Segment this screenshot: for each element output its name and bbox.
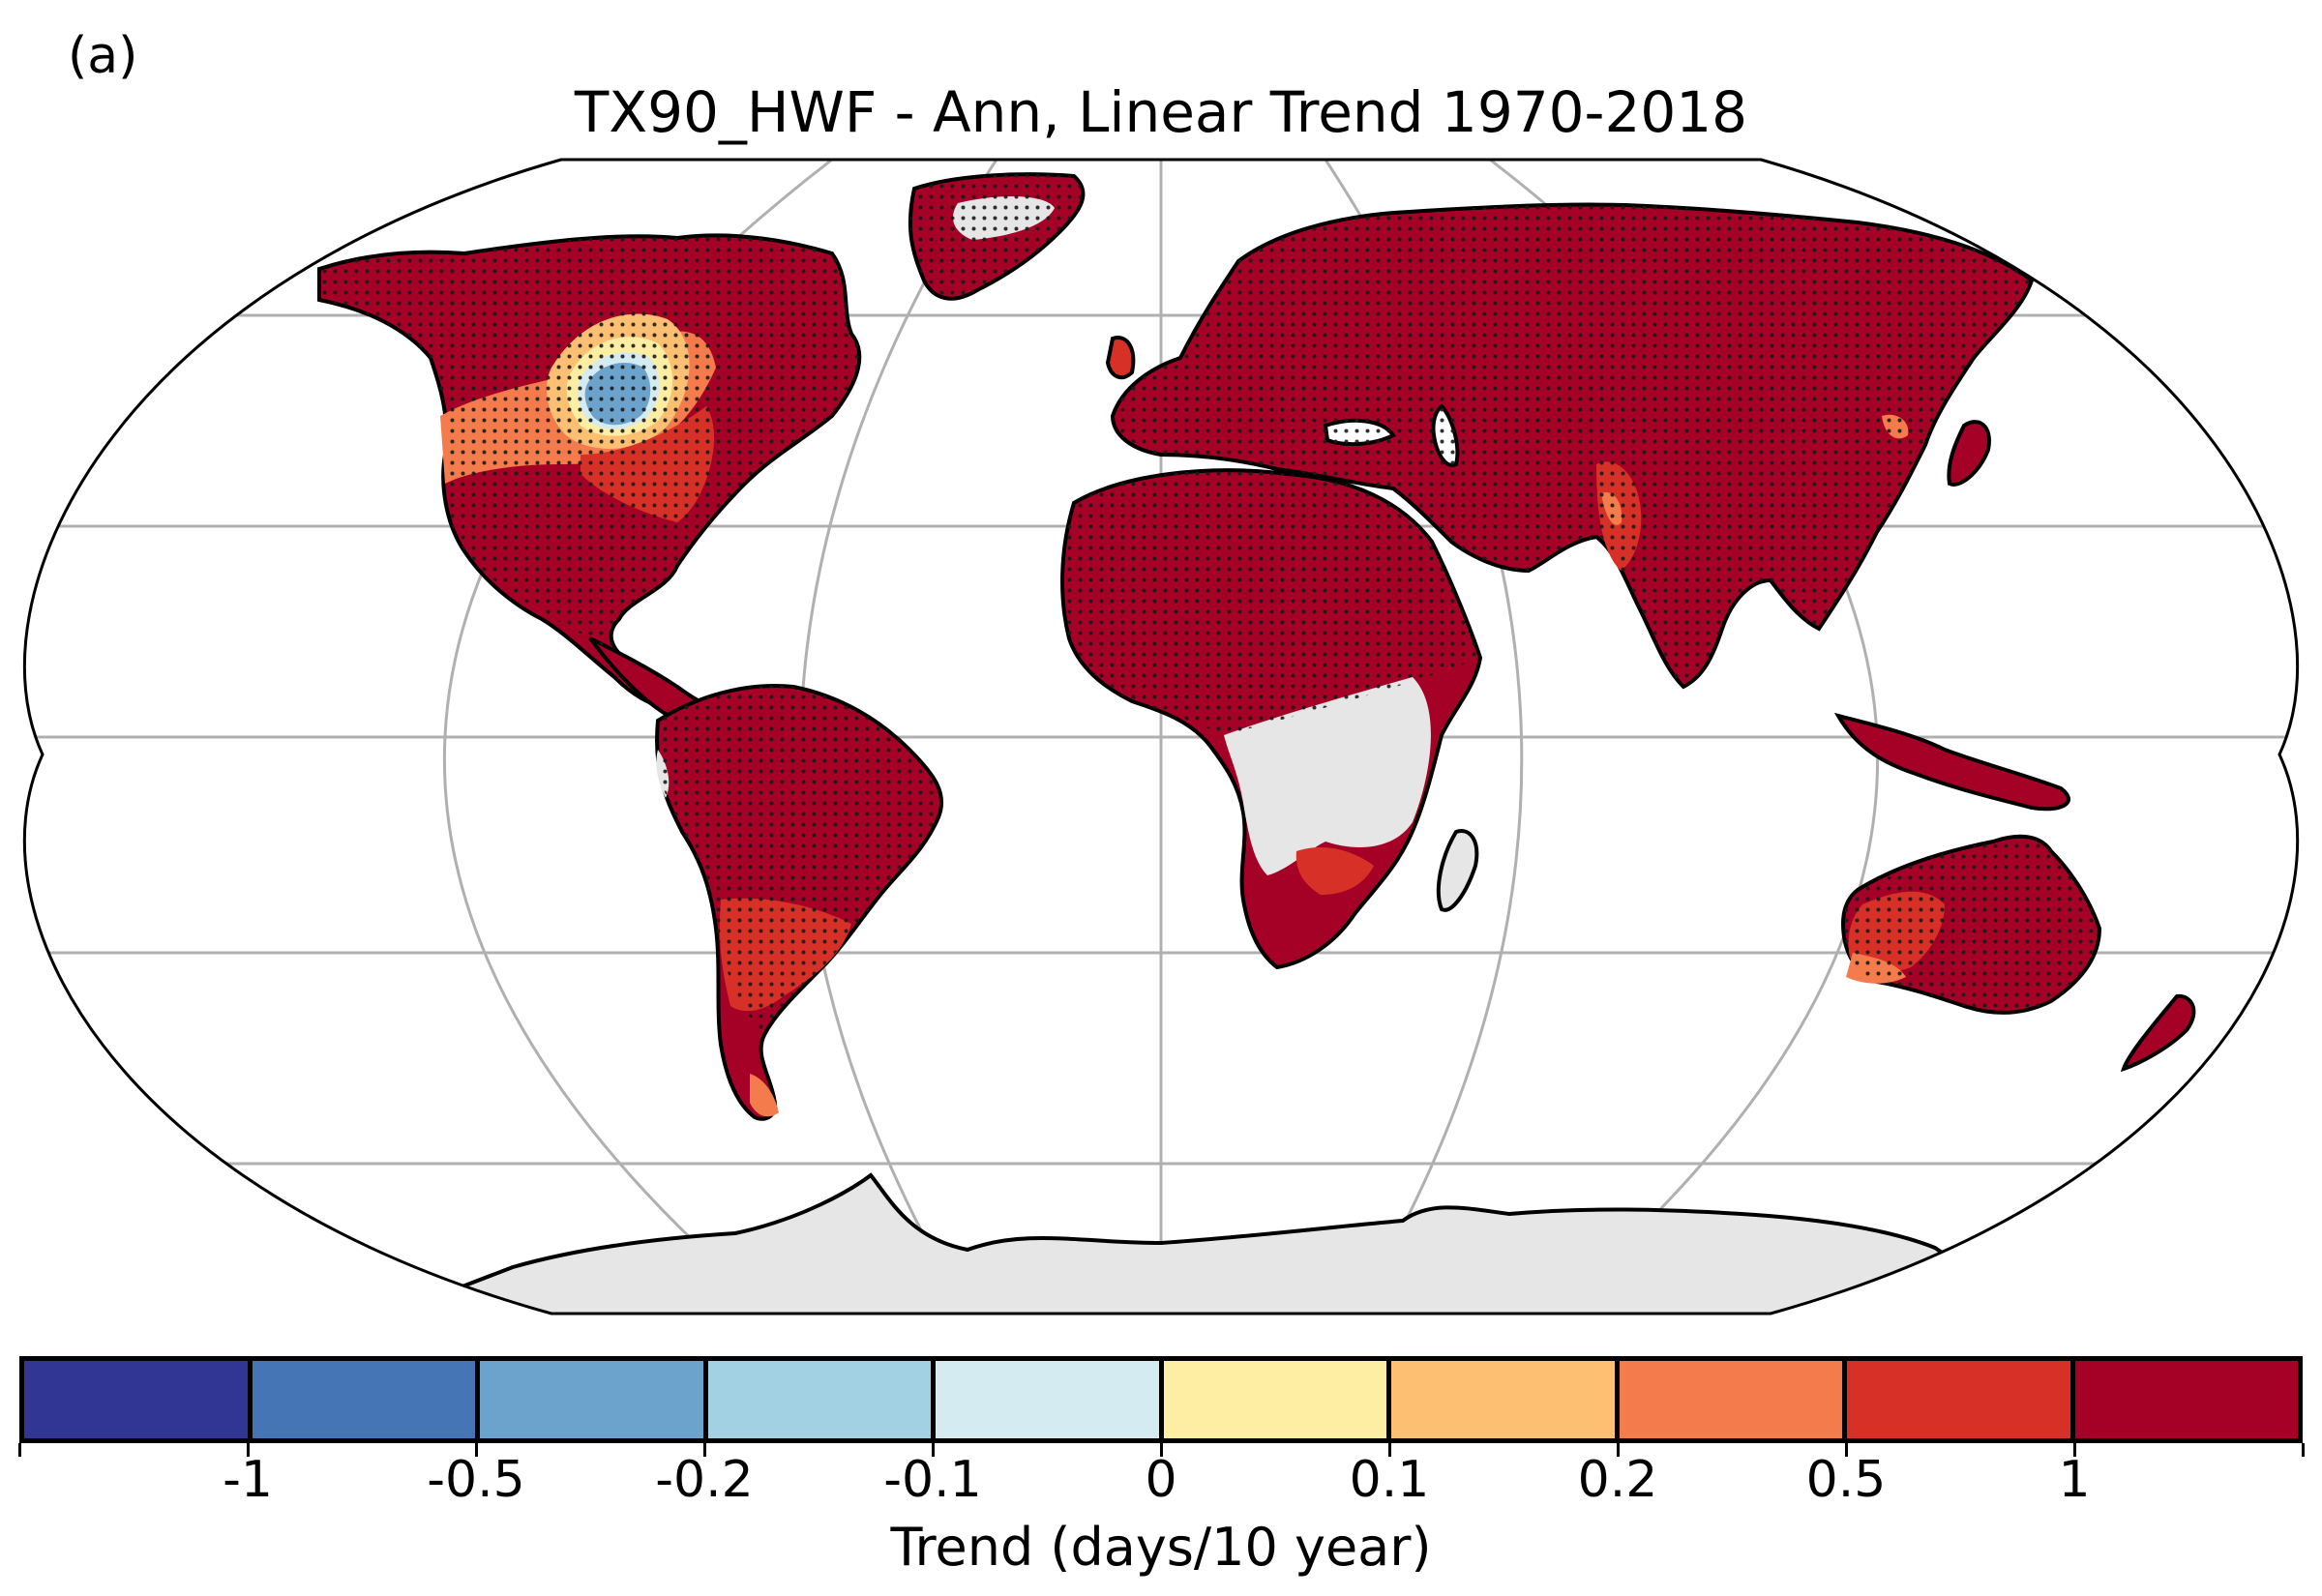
colorbar-swatch bbox=[2074, 1361, 2298, 1438]
colorbar-tick-label: -0.5 bbox=[427, 1451, 525, 1509]
madagascar bbox=[1436, 829, 1479, 912]
panel-label: (a) bbox=[68, 27, 138, 85]
colorbar-tick bbox=[246, 1443, 250, 1457]
antarctica bbox=[386, 1172, 2039, 1314]
colorbar-tick-label: 0.5 bbox=[1805, 1451, 1887, 1509]
graticule bbox=[24, 160, 2298, 1314]
new-zealand bbox=[2120, 993, 2196, 1073]
colorbar-tick bbox=[931, 1443, 935, 1457]
colorbar-tick-label: -0.2 bbox=[655, 1451, 754, 1509]
colorbar-tick bbox=[1616, 1443, 1620, 1457]
sa-tip-anomaly bbox=[750, 1074, 779, 1117]
colorbar-tick bbox=[2072, 1443, 2076, 1457]
colorbar-swatch bbox=[1619, 1361, 1847, 1438]
maritime-continent bbox=[1833, 712, 2070, 812]
significance-stippling bbox=[319, 174, 2099, 1035]
colorbar-tick bbox=[1844, 1443, 1848, 1457]
africa-missing bbox=[1224, 677, 1431, 875]
map-border bbox=[22, 158, 2300, 1315]
colorbar-swatch bbox=[707, 1361, 936, 1438]
map-title: TX90_HWF - Ann, Linear Trend 1970-2018 bbox=[574, 79, 1748, 145]
colorbar-edge-tick bbox=[2301, 1443, 2305, 1457]
colorbar-tick-label: 0.2 bbox=[1577, 1451, 1658, 1509]
colorbar-label: Trend (days/10 year) bbox=[890, 1517, 1432, 1578]
colorbar-tick-label: -0.1 bbox=[883, 1451, 982, 1509]
colorbar-swatch bbox=[1391, 1361, 1620, 1438]
colorbar-tick bbox=[474, 1443, 478, 1457]
colorbar-swatch bbox=[1847, 1361, 2075, 1438]
japan bbox=[1947, 420, 1991, 487]
colorbar-tick-label: 0 bbox=[1145, 1451, 1177, 1509]
world-map bbox=[22, 158, 2300, 1315]
british-isles bbox=[1105, 336, 1136, 380]
colorbar-tick-label: -1 bbox=[223, 1451, 273, 1509]
colorbar-swatch bbox=[1163, 1361, 1391, 1438]
colorbar-swatch bbox=[936, 1361, 1164, 1438]
colorbar-tick bbox=[702, 1443, 706, 1457]
colorbar-swatches bbox=[19, 1356, 2303, 1443]
africa-south-anomaly bbox=[1295, 846, 1374, 895]
colorbar-edge-tick bbox=[17, 1443, 21, 1457]
colorbar-tick bbox=[1387, 1443, 1391, 1457]
colorbar-swatch bbox=[24, 1361, 253, 1438]
colorbar-swatch bbox=[252, 1361, 480, 1438]
colorbar-tick-label: 0.1 bbox=[1349, 1451, 1430, 1509]
colorbar bbox=[19, 1356, 2303, 1443]
colorbar-swatch bbox=[480, 1361, 708, 1438]
colorbar-tick bbox=[1159, 1443, 1163, 1457]
colorbar-tick-label: 1 bbox=[2058, 1451, 2091, 1509]
